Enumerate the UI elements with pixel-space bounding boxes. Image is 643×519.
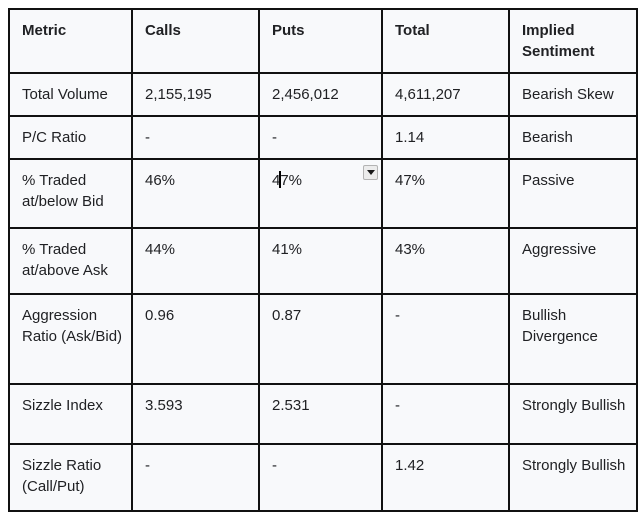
puts-value: - <box>258 443 383 512</box>
calls-value: - <box>131 115 260 160</box>
total-value: 47% <box>381 158 510 229</box>
total-value: 1.42 <box>381 443 510 512</box>
table-row-total-volume: Total Volume 2,155,195 2,456,012 4,611,2… <box>8 72 638 117</box>
metric-label: % Traded at/above Ask <box>8 227 133 295</box>
column-header-puts: Puts <box>258 8 383 74</box>
sentiment-value: Aggressive <box>508 227 638 295</box>
sentiment-value: Bearish <box>508 115 638 160</box>
column-header-calls: Calls <box>131 8 260 74</box>
table-row-sizzle-index: Sizzle Index 3.593 2.531 - Strongly Bull… <box>8 383 638 445</box>
metric-label: Total Volume <box>8 72 133 117</box>
table-row-pct-traded-below-bid: % Traded at/below Bid 46% 47% 47% Passiv… <box>8 158 638 229</box>
puts-value: 2,456,012 <box>258 72 383 117</box>
puts-value: 0.87 <box>258 293 383 385</box>
puts-value: 2.531 <box>258 383 383 445</box>
table-row-sizzle-ratio: Sizzle Ratio (Call/Put) - - 1.42 Strongl… <box>8 443 638 512</box>
header-row: Metric Calls Puts Total Implied Sentimen… <box>8 8 638 74</box>
sentiment-value: Strongly Bullish <box>508 383 638 445</box>
sentiment-value: Passive <box>508 158 638 229</box>
edit-text-after-caret: 7% <box>280 172 303 189</box>
puts-value-editing-cell[interactable]: 47% <box>258 158 383 229</box>
sentiment-value: Strongly Bullish <box>508 443 638 512</box>
dropdown-arrow-icon <box>366 170 375 175</box>
column-header-implied-sentiment: Implied Sentiment <box>508 8 638 74</box>
cell-dropdown-button[interactable] <box>363 165 378 180</box>
edit-text-before-caret: 4 <box>272 172 281 189</box>
total-value: - <box>381 293 510 385</box>
sentiment-value: Bearish Skew <box>508 72 638 117</box>
table-row-pc-ratio: P/C Ratio - - 1.14 Bearish <box>8 115 638 160</box>
total-value: 43% <box>381 227 510 295</box>
metric-label: Aggression Ratio (Ask/Bid) <box>8 293 133 385</box>
column-header-metric: Metric <box>8 8 133 74</box>
total-value: 4,611,207 <box>381 72 510 117</box>
puts-value: 41% <box>258 227 383 295</box>
calls-value: 2,155,195 <box>131 72 260 117</box>
metric-label: P/C Ratio <box>8 115 133 160</box>
sentiment-value: Bullish Divergence <box>508 293 638 385</box>
column-header-total: Total <box>381 8 510 74</box>
text-caret <box>279 171 282 188</box>
table-row-aggression-ratio: Aggression Ratio (Ask/Bid) 0.96 0.87 - B… <box>8 293 638 385</box>
calls-value: 3.593 <box>131 383 260 445</box>
metric-label: % Traded at/below Bid <box>8 158 133 229</box>
calls-value: 44% <box>131 227 260 295</box>
options-metrics-table: Metric Calls Puts Total Implied Sentimen… <box>8 8 638 512</box>
total-value: - <box>381 383 510 445</box>
metric-label: Sizzle Ratio (Call/Put) <box>8 443 133 512</box>
metric-label: Sizzle Index <box>8 383 133 445</box>
puts-value: - <box>258 115 383 160</box>
table-row-pct-traded-above-ask: % Traded at/above Ask 44% 41% 43% Aggres… <box>8 227 638 295</box>
calls-value: 46% <box>131 158 260 229</box>
calls-value: - <box>131 443 260 512</box>
calls-value: 0.96 <box>131 293 260 385</box>
total-value: 1.14 <box>381 115 510 160</box>
